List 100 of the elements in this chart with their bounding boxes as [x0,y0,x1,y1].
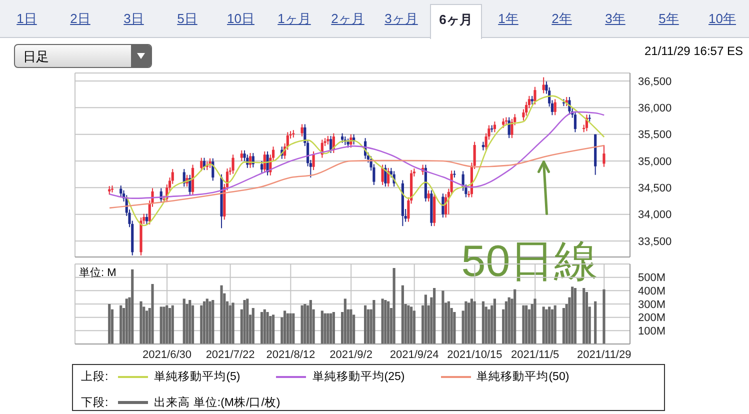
candlestick [554,98,556,116]
bar [372,300,376,344]
bar [286,313,289,344]
bar [140,301,142,344]
candlestick [329,135,332,154]
bar [504,301,508,344]
candlestick [200,157,203,172]
bar [220,285,223,344]
bar [324,313,326,344]
candlestick [502,118,505,128]
candlestick [300,124,304,137]
bar [412,310,416,344]
candlestick [574,110,577,133]
candlestick [260,160,264,174]
legend-label: 単純移動平均(5) [154,370,240,384]
y-axis-title: 単位: M [79,266,116,280]
y-tick-label: 200M [638,312,666,324]
bar [188,300,192,344]
bar [364,305,367,344]
bar [320,310,324,344]
bar [366,309,370,344]
bar [582,288,586,344]
candlestick [232,154,234,174]
bar [269,316,272,344]
text: 日足 [23,48,49,66]
line-series [108,111,605,199]
bar [410,306,413,344]
x-tick-label: 2021/7/22 [206,348,255,361]
text: 3日 [124,11,144,26]
bar [272,314,275,344]
text: 21/11/29 16:57 ES [644,44,743,58]
bar [228,305,232,344]
text: 2日 [70,11,90,26]
legend-title: 下段: [81,396,108,410]
bar [470,298,473,344]
bar [289,313,292,344]
text: 1日 [16,11,37,26]
y-tick-label: 34,000 [638,209,672,222]
bar [292,313,295,344]
candlestick [542,76,545,94]
candlestick [145,213,148,225]
bar [300,305,304,344]
bar [464,301,468,344]
bar [433,288,436,344]
text: 1ヶ月 [278,11,311,26]
bar [326,313,330,344]
y-tick-label: 500M [638,272,666,284]
bar [182,298,186,344]
bar [585,292,588,344]
y-tick-label: 36,500 [638,76,672,88]
bar [120,305,122,344]
bar [525,305,528,344]
bar [534,298,536,344]
text: 10年 [708,11,736,26]
bar [488,309,490,344]
bar [545,309,548,344]
candlestick [565,96,568,107]
bar [442,290,444,344]
candlestick [346,138,350,148]
candlestick [427,190,430,202]
bar [108,304,111,344]
text: 2年 [552,11,572,26]
line-series [108,144,605,209]
x-tick-label: 2021/9/2 [330,348,372,361]
candlestick [191,164,194,196]
bar [602,289,606,344]
bar [208,301,212,344]
bar [252,308,254,344]
bar [145,310,148,344]
bar [550,309,554,344]
y-tick-label: 33,500 [638,236,672,248]
bar [392,268,396,344]
candlestick [120,185,122,198]
legend-title: 上段: [81,370,108,384]
legend-label: 単純移動平均(50) [476,370,570,384]
bar [200,305,203,344]
bar [387,301,390,344]
x-tick-label: 2021/11/29 [576,348,632,361]
bar [344,298,346,344]
bar [166,305,168,344]
candlestick [534,86,536,105]
y-tick-label: 400M [638,286,666,298]
bar [125,298,128,344]
bar [263,309,266,344]
candlestick [602,144,606,168]
bar [554,305,556,344]
bar [407,305,410,344]
text: 3ヶ月 [384,11,418,26]
candlestick [240,150,243,162]
bar [493,298,496,344]
bar [548,306,551,344]
bar [266,312,269,344]
bar [384,300,387,344]
bar [447,301,450,344]
bar [514,289,516,344]
candlestick [493,121,496,133]
bar [594,301,597,344]
y-tick-label: 35,000 [638,156,672,168]
bar [401,285,404,344]
bar [131,269,134,344]
